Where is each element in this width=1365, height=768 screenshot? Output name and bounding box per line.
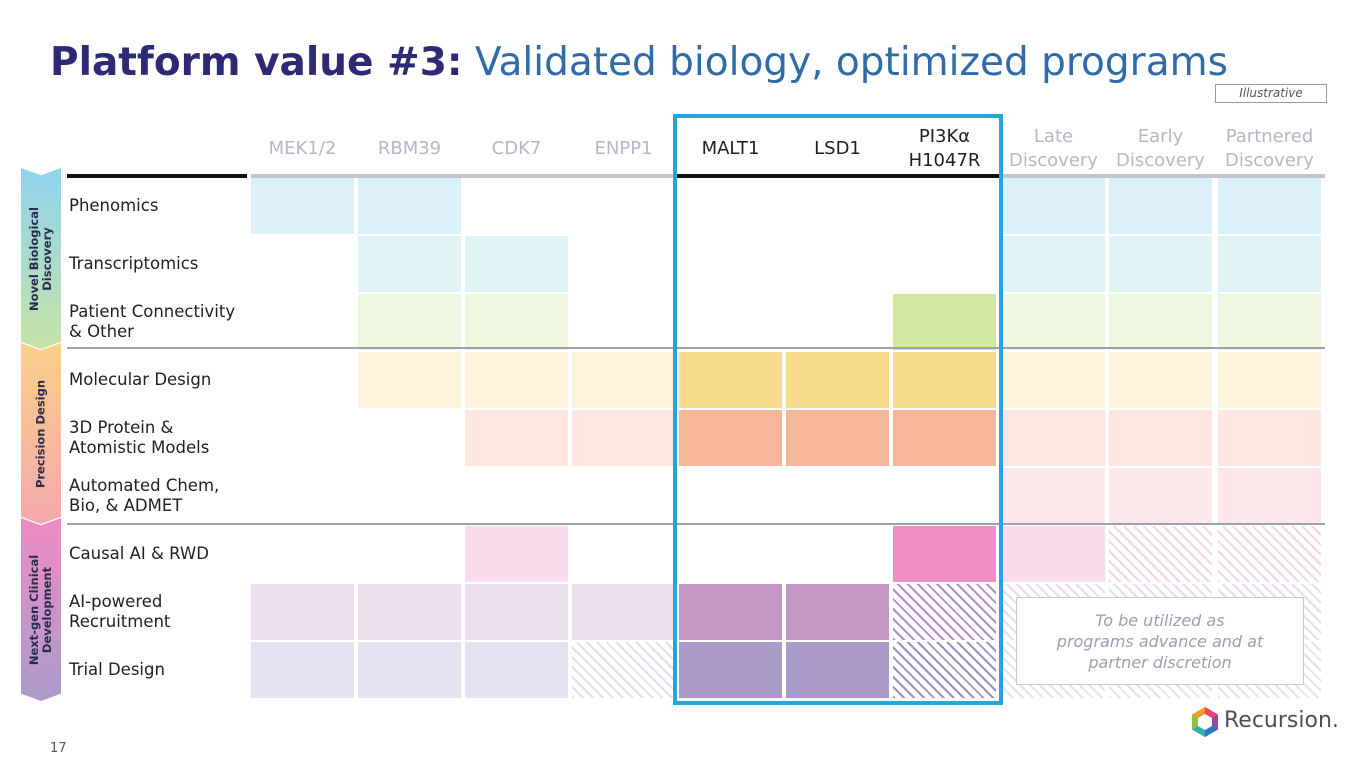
- matrix-cell: [1002, 468, 1105, 524]
- row-label: Trial Design: [69, 660, 165, 679]
- matrix-cell: [251, 178, 354, 234]
- row-label: 3D Protein & Atomistic Models: [69, 418, 210, 457]
- row-label: AI-powered Recruitment: [69, 592, 171, 631]
- matrix-cell: [465, 236, 568, 292]
- matrix-cell: [358, 642, 461, 698]
- matrix-cell: [1002, 410, 1105, 466]
- matrix-cell: [1218, 178, 1321, 234]
- matrix-cell: [465, 584, 568, 640]
- header-rule-right: [1001, 174, 1325, 178]
- matrix-cell: [1109, 178, 1212, 234]
- header-rule-mid: [251, 174, 675, 178]
- matrix-cell: [572, 410, 675, 466]
- column-header-malt: MALT1: [701, 138, 760, 159]
- matrix-cell: [1002, 294, 1105, 350]
- matrix-cell: [786, 584, 889, 640]
- matrix-cell: [1109, 526, 1212, 582]
- column-header-cdk: CDK7: [491, 138, 542, 159]
- logo-wordmark: Recursion.: [1224, 708, 1339, 733]
- section-band: [21, 343, 61, 524]
- highlight-frame: [673, 114, 1003, 705]
- note-box: To be utilized as programs advance and a…: [1016, 597, 1304, 685]
- recursion-logo-icon: [1192, 707, 1218, 737]
- row-label: Patient Connectivity & Other: [69, 302, 236, 341]
- title-bold: Platform value #3:: [50, 40, 463, 85]
- matrix-cell: [358, 352, 461, 408]
- matrix-cell: [1109, 236, 1212, 292]
- matrix-cell: [679, 352, 782, 408]
- matrix-cell: [572, 584, 675, 640]
- matrix-cell: [893, 584, 996, 640]
- section-band: [21, 168, 61, 349]
- matrix-cell: [251, 642, 354, 698]
- illustrative-badge: Illustrative: [1215, 84, 1327, 103]
- matrix-cell: [358, 178, 461, 234]
- matrix-cell: [1218, 352, 1321, 408]
- row-label: Transcriptomics: [69, 254, 199, 273]
- row-label: Automated Chem, Bio, & ADMET: [69, 476, 220, 515]
- matrix-cell: [358, 236, 461, 292]
- header-rule-highlight: [675, 174, 1001, 178]
- matrix-cell: [1109, 410, 1212, 466]
- matrix-cell: [465, 352, 568, 408]
- section-label: Novel Biological Discovery: [27, 206, 54, 311]
- section-divider: [67, 347, 1325, 349]
- matrix-cell: [1109, 352, 1212, 408]
- matrix-cell: [465, 294, 568, 350]
- matrix-cell: [1218, 294, 1321, 350]
- section-label: Next-gen Clinical Development: [27, 554, 54, 665]
- matrix-cell: [1218, 410, 1321, 466]
- matrix-cell: [1218, 468, 1321, 524]
- matrix-cell: [679, 642, 782, 698]
- column-header-early: Early Discovery: [1116, 126, 1205, 171]
- matrix-cell: [679, 584, 782, 640]
- matrix-cell: [786, 410, 889, 466]
- column-header-pi3k: PI3Kα H1047R: [908, 126, 981, 171]
- matrix-cell: [358, 584, 461, 640]
- section-divider: [67, 523, 1325, 525]
- matrix-cell: [251, 584, 354, 640]
- column-header-lsd: LSD1: [814, 138, 861, 159]
- matrix-cell: [786, 642, 889, 698]
- matrix-cell: [1109, 294, 1212, 350]
- column-header-mek: MEK1/2: [268, 138, 337, 159]
- matrix-cell: [1002, 236, 1105, 292]
- page-number: 17: [50, 741, 67, 756]
- matrix-cell: [1002, 526, 1105, 582]
- section-band: [21, 518, 61, 701]
- row-label: Molecular Design: [69, 370, 212, 389]
- column-header-late: Late Discovery: [1009, 126, 1098, 171]
- header-rule-left: [67, 174, 247, 178]
- matrix-cell: [786, 352, 889, 408]
- matrix-cell: [1109, 468, 1212, 524]
- matrix-cell: [893, 410, 996, 466]
- matrix-cell: [465, 526, 568, 582]
- matrix-cell: [1218, 526, 1321, 582]
- matrix-cell: [1218, 236, 1321, 292]
- matrix-cell: [1002, 178, 1105, 234]
- matrix-cell: [893, 352, 996, 408]
- title-regular: Validated biology, optimized programs: [474, 40, 1228, 85]
- section-label: Precision Design: [33, 379, 48, 488]
- slide-title: Platform value #3: Validated biology, op…: [50, 40, 1228, 86]
- matrix-cell: [358, 294, 461, 350]
- matrix-cell: [893, 642, 996, 698]
- column-header-enpp: ENPP1: [594, 138, 653, 159]
- matrix-cell: [465, 642, 568, 698]
- matrix-cell: [465, 410, 568, 466]
- column-header-partnered: Partnered Discovery: [1225, 126, 1314, 171]
- row-label: Causal AI & RWD: [69, 544, 209, 563]
- row-label: Phenomics: [69, 196, 159, 215]
- matrix-cell: [572, 352, 675, 408]
- matrix-cell: [1002, 352, 1105, 408]
- matrix-cell: [679, 410, 782, 466]
- matrix-cell: [893, 526, 996, 582]
- matrix-cell: [893, 294, 996, 350]
- column-header-rbm: RBM39: [377, 138, 442, 159]
- matrix-cell: [572, 642, 675, 698]
